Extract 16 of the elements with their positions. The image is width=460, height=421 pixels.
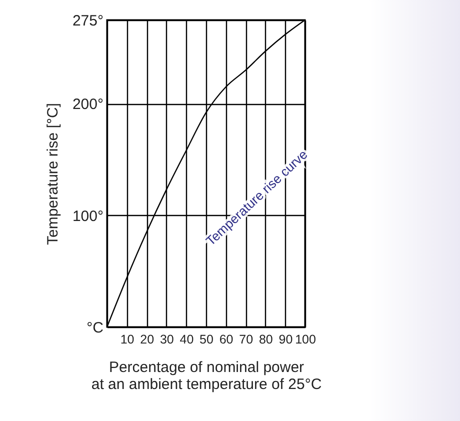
- x-tick-label: 40: [180, 332, 194, 346]
- y-tick-label: 100°: [72, 208, 104, 225]
- x-axis-title: Percentage of nominal power at an ambient temperature of 25°C: [91, 359, 322, 393]
- x-tick-label: 60: [219, 332, 234, 346]
- x-tick-label: 30: [160, 332, 174, 346]
- y-tick-label: 275°: [72, 12, 104, 30]
- y-tick-label: °C: [86, 320, 104, 336]
- x-tick-label: 80: [258, 332, 273, 346]
- x-tick-label: 50: [200, 332, 214, 346]
- x-tick-label: 100: [295, 332, 316, 346]
- y-axis-title: Temperature rise [°C]: [44, 103, 62, 245]
- x-tick-label: 20: [140, 332, 154, 346]
- x-tick-label: 10: [120, 332, 134, 346]
- x-tick-label: 90: [278, 332, 293, 346]
- x-tick-label: 70: [239, 332, 254, 346]
- y-tick-label: 200°: [72, 96, 104, 114]
